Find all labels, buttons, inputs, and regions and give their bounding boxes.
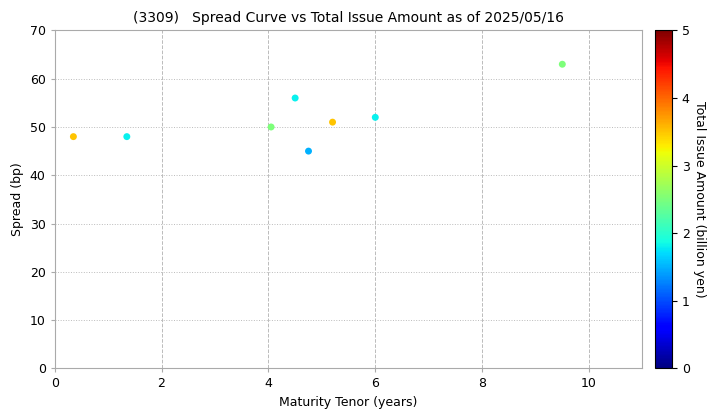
- Point: [68, 133, 79, 140]
- Point: [369, 114, 381, 121]
- X-axis label: Maturity Tenor (years): Maturity Tenor (years): [279, 396, 418, 409]
- Point: [121, 133, 132, 140]
- Title: (3309)   Spread Curve vs Total Issue Amount as of 2025/05/16: (3309) Spread Curve vs Total Issue Amoun…: [133, 11, 564, 25]
- Point: [557, 61, 568, 68]
- Y-axis label: Spread (bp): Spread (bp): [11, 163, 24, 236]
- Point: [302, 148, 314, 155]
- Point: [266, 123, 277, 130]
- Point: [327, 119, 338, 126]
- Point: [289, 94, 301, 101]
- Y-axis label: Total Issue Amount (billion yen): Total Issue Amount (billion yen): [693, 101, 706, 298]
